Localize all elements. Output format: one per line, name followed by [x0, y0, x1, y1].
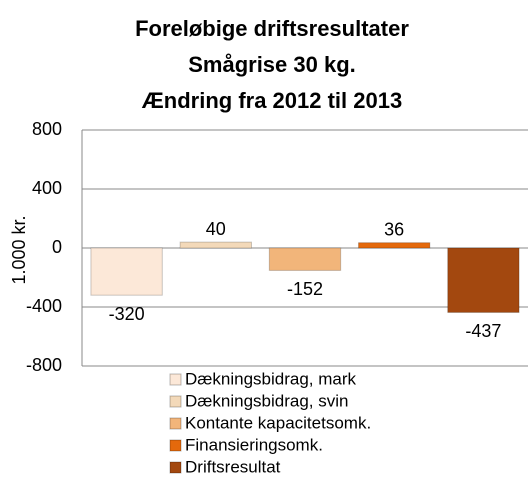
chart-title: Ændring fra 2012 til 2013 [142, 88, 402, 113]
legend-swatch [169, 439, 182, 452]
chart-title: Smågrise 30 kg. [188, 52, 356, 77]
legend-label: Kontante kapacitetsomk. [185, 413, 371, 432]
data-label: -320 [109, 304, 145, 324]
y-axis-label: 1.000 kr. [9, 215, 29, 284]
legend-label: Dækningsbidrag, mark [185, 369, 357, 388]
legend-label: Driftsresultat [185, 457, 281, 476]
bar [179, 241, 252, 249]
data-label: 36 [384, 219, 404, 239]
legend-label: Finansieringsomk. [185, 435, 323, 454]
legend-swatch [169, 395, 182, 408]
bar [268, 247, 342, 271]
y-tick-label: -400 [26, 296, 62, 316]
legend-swatch [169, 373, 182, 386]
chart-title: Foreløbige driftsresultater [135, 16, 409, 41]
legend-swatch [169, 417, 182, 430]
bar [358, 242, 431, 249]
legend-label: Dækningsbidrag, svin [185, 391, 348, 410]
y-tick-label: -800 [26, 355, 62, 375]
data-label: 40 [206, 219, 226, 239]
y-tick-label: 400 [32, 178, 62, 198]
data-label: -152 [287, 279, 323, 299]
bar [90, 247, 163, 296]
data-label: -437 [465, 321, 501, 341]
y-tick-label: 0 [52, 237, 62, 257]
legend-swatch [169, 461, 182, 474]
y-tick-label: 800 [32, 119, 62, 139]
bar [447, 247, 520, 313]
